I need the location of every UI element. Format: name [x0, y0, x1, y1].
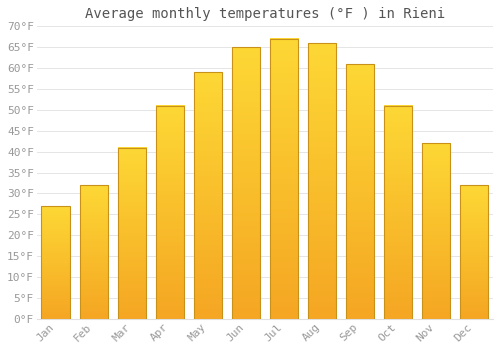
Bar: [422, 143, 450, 319]
Bar: [194, 72, 222, 319]
Bar: [346, 64, 374, 319]
Bar: [232, 47, 260, 319]
Bar: [270, 39, 298, 319]
Title: Average monthly temperatures (°F ) in Rieni: Average monthly temperatures (°F ) in Ri…: [85, 7, 445, 21]
Bar: [118, 147, 146, 319]
Bar: [156, 106, 184, 319]
Bar: [80, 185, 108, 319]
Bar: [460, 185, 488, 319]
Bar: [42, 206, 70, 319]
Bar: [384, 106, 412, 319]
Bar: [308, 43, 336, 319]
